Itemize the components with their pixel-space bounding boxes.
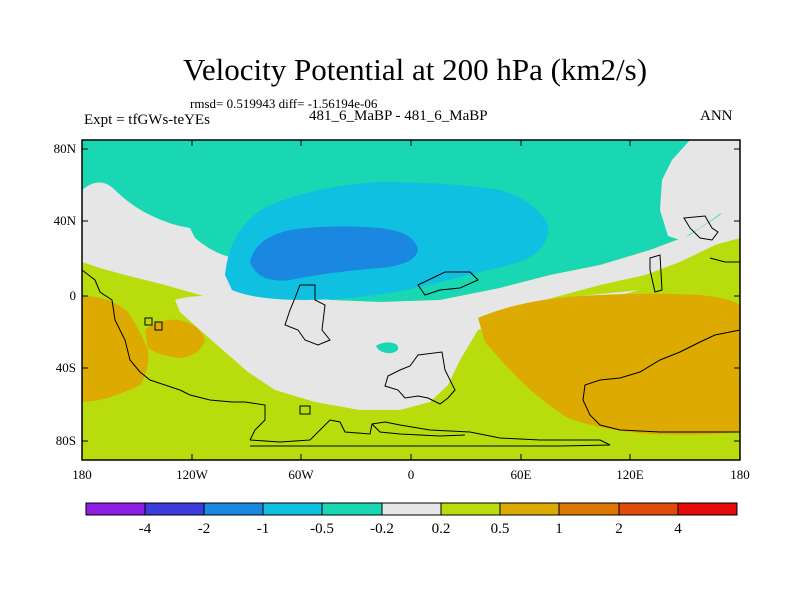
colorbar-label-1: -4 (138, 521, 152, 537)
coastline-small-island-2 (154, 321, 163, 331)
axis-ticks (82, 140, 740, 460)
field-neutral-northeast (660, 140, 740, 240)
field-small-negative-patch (376, 342, 399, 354)
experiment-label: Expt = tfGWs-teYEs (84, 112, 210, 128)
coastline-antarctica (249, 419, 611, 447)
colorbar (85, 502, 738, 516)
x-label-120w: 120W (176, 467, 208, 482)
x-label-60w: 60W (288, 467, 314, 482)
colorbar-label-8: 1 (555, 521, 563, 537)
coastline-small-island-3 (299, 405, 311, 415)
coastline-east-shore (709, 257, 740, 263)
colorbar-bin-3 (203, 502, 264, 516)
colorbar-label-2: -2 (197, 521, 211, 537)
field-neutral-south (175, 290, 640, 410)
x-label-60e: 60E (510, 467, 532, 482)
colorbar-bin-1 (85, 502, 146, 516)
case-label: 481_6_MaBP - 481_6_MaBP (309, 108, 488, 124)
colorbar-label-10: 4 (674, 521, 682, 537)
field-strong-negative-core (250, 226, 418, 281)
x-label-0: 0 (407, 467, 415, 482)
coastline-africa (284, 284, 331, 346)
colorbar-label-7: 0.5 (490, 521, 510, 537)
y-label-80n: 80N (53, 141, 76, 156)
x-label-120e: 120E (616, 467, 644, 482)
colorbar-bin-10 (618, 502, 679, 516)
y-label-80s: 80S (55, 433, 76, 448)
colorbar-label-6: 0.2 (431, 521, 451, 537)
stats-label: rmsd= 0.519943 diff= -1.56194e-06 (190, 96, 378, 111)
colorbar-label-3: -1 (256, 521, 270, 537)
colorbar-label-5: -0.2 (370, 521, 394, 537)
colorbar-bin-7 (440, 502, 501, 516)
colorbar-bin-6 (381, 502, 442, 516)
y-label-0: 0 (69, 288, 77, 303)
coastline-northeast (649, 254, 663, 293)
coastline-small-island-1 (144, 317, 153, 326)
colorbar-bin-9 (558, 502, 620, 516)
colorbar-bin-8 (499, 502, 560, 516)
plot-title: Velocity Potential at 200 hPa (km2/s) (182, 52, 648, 87)
coastline-southamerica-west (81, 269, 266, 441)
colorbar-bin-11 (677, 502, 738, 516)
coastline-eastern-islands (417, 271, 479, 296)
field-positive-west (82, 296, 149, 402)
colorbar-bin-4 (262, 502, 323, 516)
map-panel (81, 139, 741, 461)
coastline-antarctic-islands (371, 423, 466, 437)
coastline-eastern-basin (384, 351, 456, 405)
field-positive-east (478, 293, 740, 435)
colorbar-bin-2 (144, 502, 205, 516)
colorbar-bin-5 (321, 502, 383, 516)
season-label: ANN (700, 108, 733, 124)
colorbar-label-9: 2 (615, 521, 623, 537)
y-label-40s: 40S (55, 360, 76, 375)
x-label-180-west: 180 (72, 467, 92, 482)
y-label-40n: 40N (53, 213, 76, 228)
coastline-northeast-island (683, 215, 719, 241)
colorbar-label-4: -0.5 (310, 521, 334, 537)
x-label-180-east: 180 (730, 467, 750, 482)
coastlines (81, 215, 741, 447)
field-positive-west-lobe (145, 319, 205, 358)
